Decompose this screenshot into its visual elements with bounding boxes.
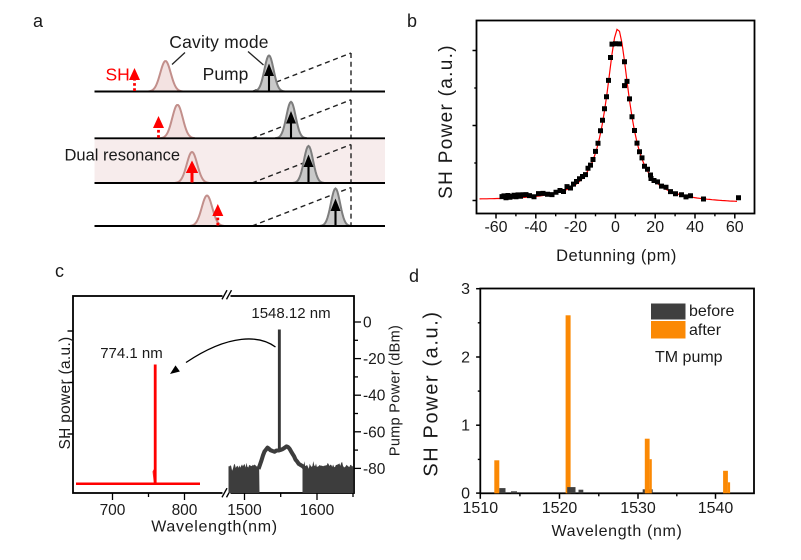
svg-text:2: 2 bbox=[461, 350, 470, 367]
svg-text:-60: -60 bbox=[363, 424, 386, 441]
svg-text:800: 800 bbox=[172, 502, 198, 519]
svg-text:-80: -80 bbox=[363, 461, 386, 478]
svg-text:TM pump: TM pump bbox=[655, 349, 723, 366]
svg-text:Wavelength (nm): Wavelength (nm) bbox=[552, 523, 683, 540]
svg-text:Dual resonance: Dual resonance bbox=[65, 147, 181, 165]
svg-text:0: 0 bbox=[461, 486, 470, 503]
svg-text:700: 700 bbox=[100, 502, 126, 519]
svg-text:after: after bbox=[689, 322, 722, 339]
svg-text:40: 40 bbox=[686, 219, 704, 236]
svg-text:1510: 1510 bbox=[463, 500, 499, 517]
svg-text:-40: -40 bbox=[363, 388, 386, 405]
svg-text:SH power (a.u.): SH power (a.u.) bbox=[57, 336, 74, 449]
svg-text:Pump: Pump bbox=[203, 64, 249, 84]
svg-text:1: 1 bbox=[461, 418, 470, 435]
svg-text:1540: 1540 bbox=[698, 500, 734, 517]
svg-text:-60: -60 bbox=[484, 219, 507, 236]
svg-text:0: 0 bbox=[363, 315, 372, 332]
svg-text:Cavity mode: Cavity mode bbox=[169, 32, 268, 52]
svg-text:774.1 nm: 774.1 nm bbox=[100, 345, 163, 362]
svg-text:-20: -20 bbox=[564, 219, 587, 236]
svg-text:1600: 1600 bbox=[300, 502, 335, 519]
svg-text:60: 60 bbox=[726, 219, 744, 236]
svg-text:SH Power (a.u.): SH Power (a.u.) bbox=[436, 44, 457, 199]
svg-text:a: a bbox=[33, 11, 44, 31]
svg-text:Detunning (pm): Detunning (pm) bbox=[556, 247, 677, 265]
svg-text:1548.12 nm: 1548.12 nm bbox=[251, 305, 330, 322]
svg-text:1500: 1500 bbox=[227, 502, 262, 519]
svg-text:Wavelength(nm): Wavelength(nm) bbox=[151, 519, 278, 536]
svg-text:before: before bbox=[689, 303, 734, 320]
svg-text:SH Power (a.u.): SH Power (a.u.) bbox=[421, 310, 443, 476]
svg-text:20: 20 bbox=[646, 219, 664, 236]
svg-text:-20: -20 bbox=[363, 351, 386, 368]
svg-text:b: b bbox=[407, 11, 417, 31]
svg-text:0: 0 bbox=[611, 219, 620, 236]
svg-text:d: d bbox=[409, 266, 419, 286]
svg-text:3: 3 bbox=[461, 281, 470, 298]
svg-text:-40: -40 bbox=[524, 219, 547, 236]
svg-text:1520: 1520 bbox=[542, 500, 578, 517]
svg-text:1530: 1530 bbox=[620, 500, 656, 517]
svg-text:Pump Power (dBm): Pump Power (dBm) bbox=[388, 325, 404, 456]
svg-text:c: c bbox=[55, 261, 64, 281]
svg-text:SH: SH bbox=[106, 65, 130, 85]
